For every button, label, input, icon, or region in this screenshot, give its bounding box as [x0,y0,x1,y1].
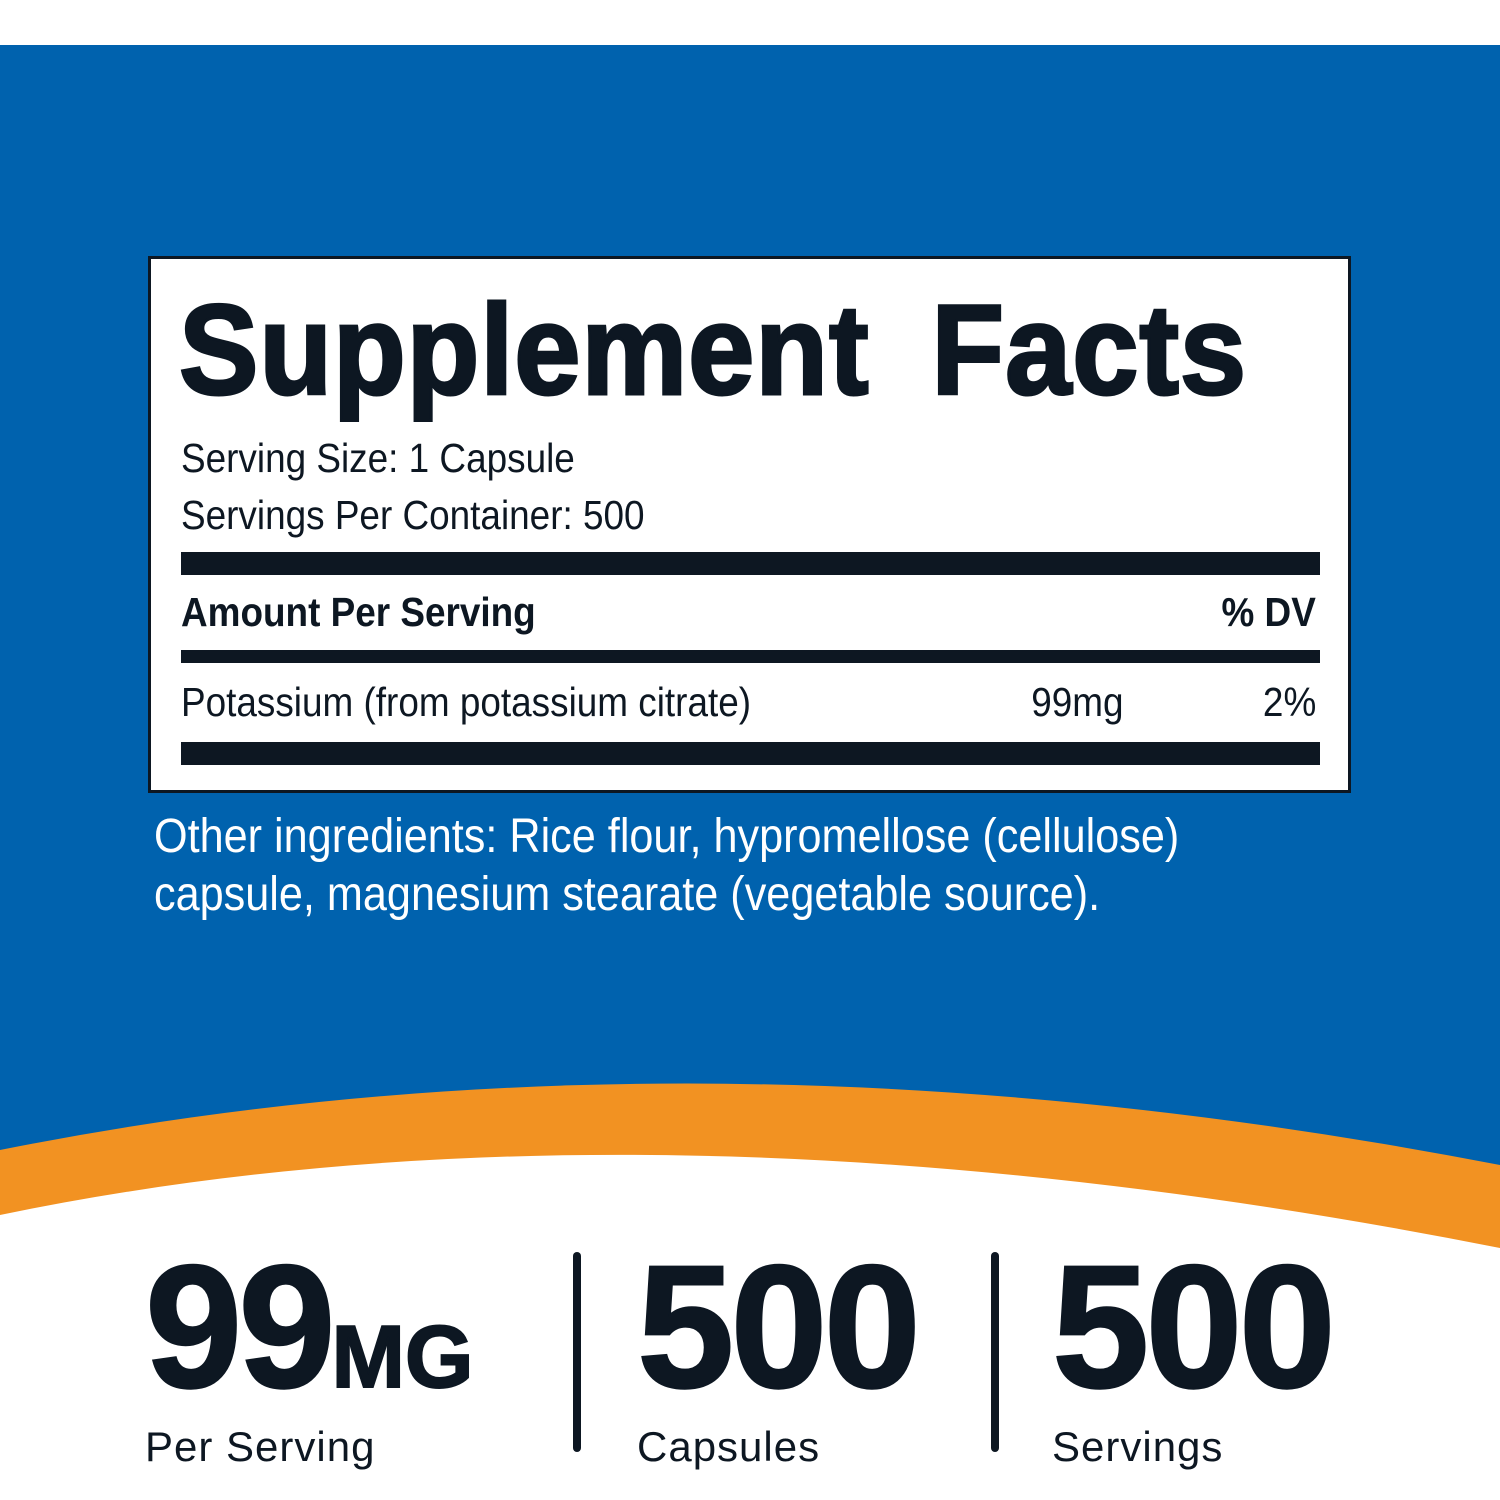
stat-divider [991,1252,999,1452]
stat-unit: MG [331,1307,475,1406]
nutrient-dv: 2% [1262,679,1316,725]
serving-size: Serving Size: 1 Capsule [181,435,575,481]
stat-value: 500 [636,1230,922,1425]
nutrient-name: Potassium (from potassium citrate) [181,679,752,725]
dv-header: % DV [1221,589,1316,635]
white-panel [0,1154,1500,1500]
other-ingredients-line: capsule, magnesium stearate (vegetable s… [154,868,1101,921]
divider-bar [181,552,1320,575]
stat-label: Servings [1052,1423,1224,1470]
stat-capsules: 500 Capsules [636,1230,922,1471]
stat-label: Per Serving [145,1423,376,1470]
divider-bar [181,742,1320,765]
facts-title: Supplement Facts [178,278,1248,424]
other-ingredients: Other ingredients: Rice flour, hypromell… [154,808,1179,924]
stat-value: 99 [144,1230,337,1425]
nutrient-amount: 99mg [1031,679,1124,725]
stat-divider [573,1252,581,1452]
servings-per-container: Servings Per Container: 500 [181,492,645,538]
stat-servings: 500 Servings [1051,1230,1337,1471]
stat-label: Capsules [637,1423,821,1470]
amount-header: Amount Per Serving [181,589,536,635]
stat-per-serving: 99MG Per Serving [144,1239,475,1471]
other-ingredients-line: Other ingredients: Rice flour, hypromell… [154,810,1180,863]
stat-value: 500 [1051,1230,1337,1425]
supplement-facts-panel: Supplement Facts Serving Size: 1 Capsule… [148,256,1351,793]
divider-bar [181,650,1320,663]
